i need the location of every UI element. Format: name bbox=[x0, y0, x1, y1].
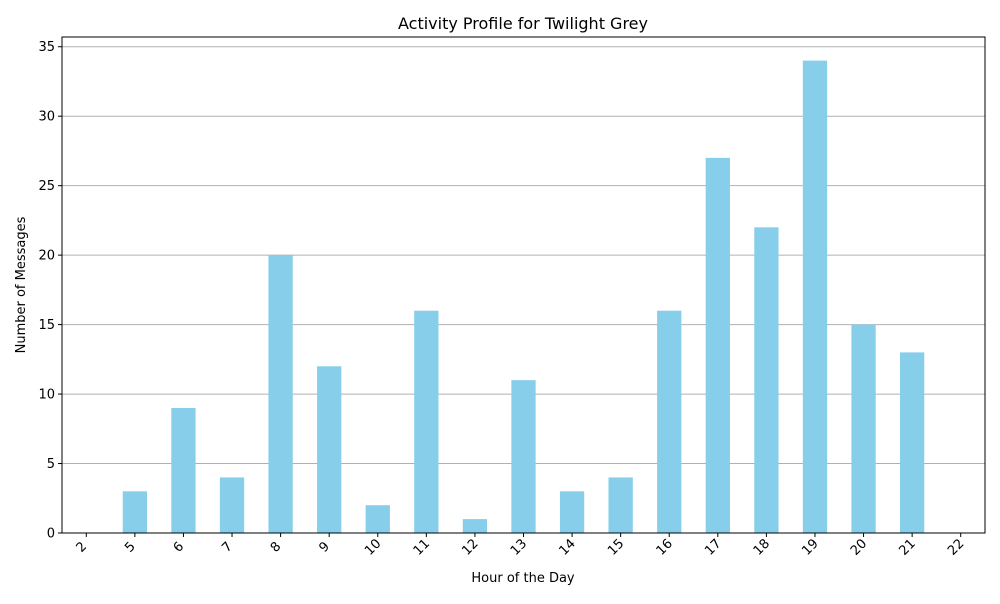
x-tick-label: 5 bbox=[122, 539, 138, 555]
x-tick-label: 9 bbox=[316, 539, 332, 555]
y-tick-label: 0 bbox=[47, 527, 55, 542]
x-tick-label: 14 bbox=[556, 536, 578, 558]
x-axis-ticks: 2 5 6 7 8 9 10 11 12 13 14 15 16 17 18 19 20 21 22 bbox=[74, 533, 967, 559]
bar-hour-20 bbox=[851, 324, 876, 533]
x-tick-label: 20 bbox=[848, 536, 870, 558]
grid-lines bbox=[62, 46, 985, 465]
bar-hour-11 bbox=[414, 310, 439, 533]
bar-hour-6 bbox=[171, 407, 196, 533]
bar-hour-17 bbox=[705, 157, 730, 533]
y-tick-label: 35 bbox=[38, 40, 55, 55]
x-tick-label: 17 bbox=[702, 536, 724, 558]
bar-hour-8 bbox=[268, 255, 293, 533]
bars bbox=[122, 60, 925, 533]
x-tick-label: 6 bbox=[171, 539, 187, 555]
bar-hour-9 bbox=[317, 366, 342, 533]
x-tick-label: 16 bbox=[654, 536, 676, 558]
y-tick-label: 25 bbox=[38, 179, 55, 194]
chart-title: Activity Profile for Twilight Grey bbox=[398, 14, 648, 33]
bar-hour-18 bbox=[754, 227, 779, 533]
x-tick-label: 19 bbox=[799, 536, 821, 558]
y-tick-label: 10 bbox=[38, 388, 55, 403]
bar-hour-14 bbox=[559, 491, 585, 533]
bar-hour-5 bbox=[122, 491, 148, 533]
bar-hour-19 bbox=[802, 60, 828, 533]
x-tick-label: 21 bbox=[897, 536, 919, 558]
y-tick-label: 30 bbox=[38, 110, 55, 125]
x-tick-label: 22 bbox=[945, 536, 967, 558]
x-tick-label: 12 bbox=[459, 536, 481, 558]
bar-hour-21 bbox=[899, 352, 925, 533]
bar-hour-13 bbox=[511, 380, 536, 533]
bar-hour-12 bbox=[462, 519, 488, 533]
bar-hour-10 bbox=[365, 505, 390, 533]
x-tick-label: 8 bbox=[268, 539, 284, 555]
y-tick-label: 15 bbox=[38, 318, 55, 333]
y-axis-ticks: 0 5 10 15 20 25 30 35 bbox=[38, 40, 62, 542]
x-tick-label: 11 bbox=[411, 536, 433, 558]
y-tick-label: 5 bbox=[47, 457, 55, 472]
y-axis-label: Number of Messages bbox=[14, 216, 29, 353]
x-tick-label: 7 bbox=[219, 539, 235, 555]
x-tick-label: 15 bbox=[605, 536, 627, 558]
x-tick-label: 10 bbox=[362, 536, 384, 558]
x-tick-label: 18 bbox=[751, 536, 773, 558]
x-tick-label: 2 bbox=[74, 539, 90, 555]
x-axis-label: Hour of the Day bbox=[471, 571, 575, 586]
bar-hour-7 bbox=[219, 477, 245, 533]
bar-hour-15 bbox=[608, 477, 633, 533]
x-tick-label: 13 bbox=[508, 536, 530, 558]
bar-hour-16 bbox=[657, 310, 682, 533]
y-tick-label: 20 bbox=[38, 249, 55, 264]
